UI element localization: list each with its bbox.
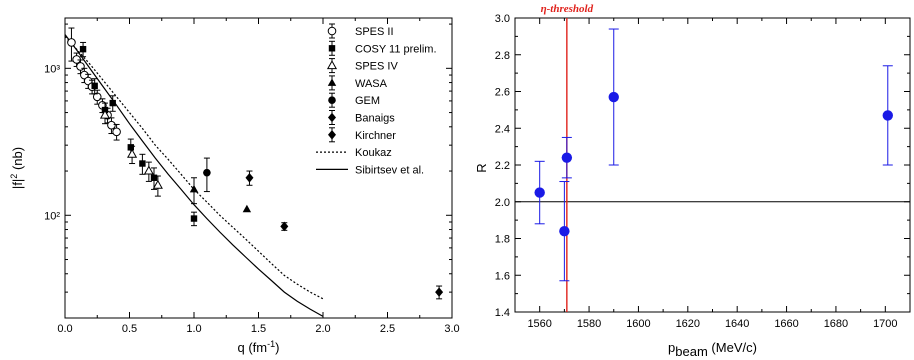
- spes-ii-point: [107, 120, 116, 130]
- legend-marker-spes-iv: [326, 60, 338, 70]
- r-data-point: [882, 110, 893, 121]
- x-tick-label-left: 2.5: [380, 323, 395, 335]
- r-data-point: [534, 187, 545, 198]
- y-tick-label-right: 1.6: [495, 270, 510, 282]
- legend-marker-cosy-11-prelim: [328, 45, 336, 52]
- x-tick-label-right: 1700: [873, 318, 897, 330]
- y-axis-label-left: |f|2 (nb): [9, 147, 25, 189]
- x-tick-label-left: 0.5: [122, 323, 137, 335]
- legend-marker-wasa: [327, 78, 337, 86]
- cosy-11-prelim-point: [150, 174, 158, 181]
- spes-ii-point: [112, 127, 121, 137]
- r-data-point: [559, 225, 570, 237]
- eta-threshold-label: η-threshold: [541, 3, 594, 15]
- cosy-11-prelim-point: [91, 82, 98, 90]
- cosy-11-prelim-point: [127, 144, 134, 151]
- x-tick-label-right: 1560: [527, 318, 551, 330]
- legend-label-koukaz: Koukaz: [355, 147, 392, 159]
- banaigs-point: [280, 221, 289, 232]
- legend-label-cosy-11-prelim: COSY 11 prelim.: [355, 43, 437, 55]
- x-axis-label-left: q (fm-1): [238, 339, 280, 355]
- spes-ii-point: [76, 62, 85, 71]
- cosy-11-prelim-point: [109, 99, 116, 107]
- koukaz-curve: [64, 35, 324, 300]
- legend-label-spes-ii: SPES II: [355, 26, 394, 38]
- y-tick-label-right: 2.6: [495, 87, 510, 99]
- plot-frame-right: [514, 17, 911, 313]
- legend-label-gem: GEM: [355, 95, 380, 107]
- x-tick-label-left: 0.0: [57, 323, 72, 335]
- y-tick-label-right: 1.8: [495, 234, 510, 246]
- y-tick-label-right: 2.2: [495, 160, 510, 172]
- wasa-point: [189, 184, 199, 193]
- y-tick-label-right: 2.0: [495, 197, 510, 209]
- spes-iv-point: [152, 179, 163, 189]
- x-tick-label-right: 1580: [577, 318, 601, 330]
- legend-label-banaigs: Banaigs: [355, 113, 395, 125]
- spes-iv-point: [143, 165, 154, 175]
- x-tick-label-left: 1.0: [186, 323, 201, 335]
- x-axis-label-right: pbeam (MeV/c): [668, 340, 757, 359]
- x-tick-label-left: 3.0: [444, 323, 459, 335]
- y-tick-label-left: 10²: [44, 210, 60, 222]
- x-tick-label-left: 1.5: [251, 323, 266, 335]
- legend-marker-banaigs: [328, 112, 336, 123]
- legend-label-wasa: WASA: [355, 78, 388, 90]
- spes-iv-point: [127, 148, 138, 158]
- y-tick-label-right: 3.0: [495, 13, 510, 25]
- legend-label-kirchner: Kirchner: [355, 130, 396, 142]
- x-tick-label-right: 1680: [824, 318, 848, 330]
- y-axis-label-right: R: [474, 163, 489, 172]
- legend-marker-spes-ii: [327, 26, 337, 36]
- spes-ii-point: [92, 92, 102, 102]
- x-tick-label-right: 1660: [774, 318, 798, 330]
- spes-ii-point: [67, 38, 76, 47]
- x-tick-label-right: 1600: [626, 318, 650, 330]
- y-tick-label-left: 10³: [44, 63, 60, 75]
- legend-label-sibirtsev: Sibirtsev et al.: [355, 164, 424, 176]
- wasa-point: [242, 204, 252, 213]
- cosy-11-prelim-point: [190, 215, 198, 222]
- banaigs-point: [245, 172, 254, 183]
- cosy-11-prelim-point: [79, 45, 87, 53]
- x-tick-label-right: 1620: [676, 318, 700, 330]
- r-data-point: [608, 91, 619, 103]
- spes-iv-point: [99, 109, 111, 119]
- gem-point: [203, 168, 211, 177]
- y-tick-label-right: 1.4: [495, 307, 510, 319]
- legend-label-spes-iv: SPES IV: [355, 61, 398, 73]
- sibirtsev-curve: [64, 34, 324, 317]
- x-tick-label-left: 2.0: [315, 323, 330, 335]
- r-data-point: [561, 152, 573, 163]
- legend-marker-gem: [328, 96, 336, 104]
- y-tick-label-right: 2.4: [495, 123, 510, 135]
- spes-ii-point: [72, 55, 81, 64]
- y-tick-label-right: 2.8: [495, 50, 510, 62]
- x-tick-label-right: 1640: [725, 318, 749, 330]
- cosy-11-prelim-point: [139, 160, 146, 167]
- legend-marker-kirchner: [328, 130, 336, 140]
- kirchner-point: [435, 287, 444, 297]
